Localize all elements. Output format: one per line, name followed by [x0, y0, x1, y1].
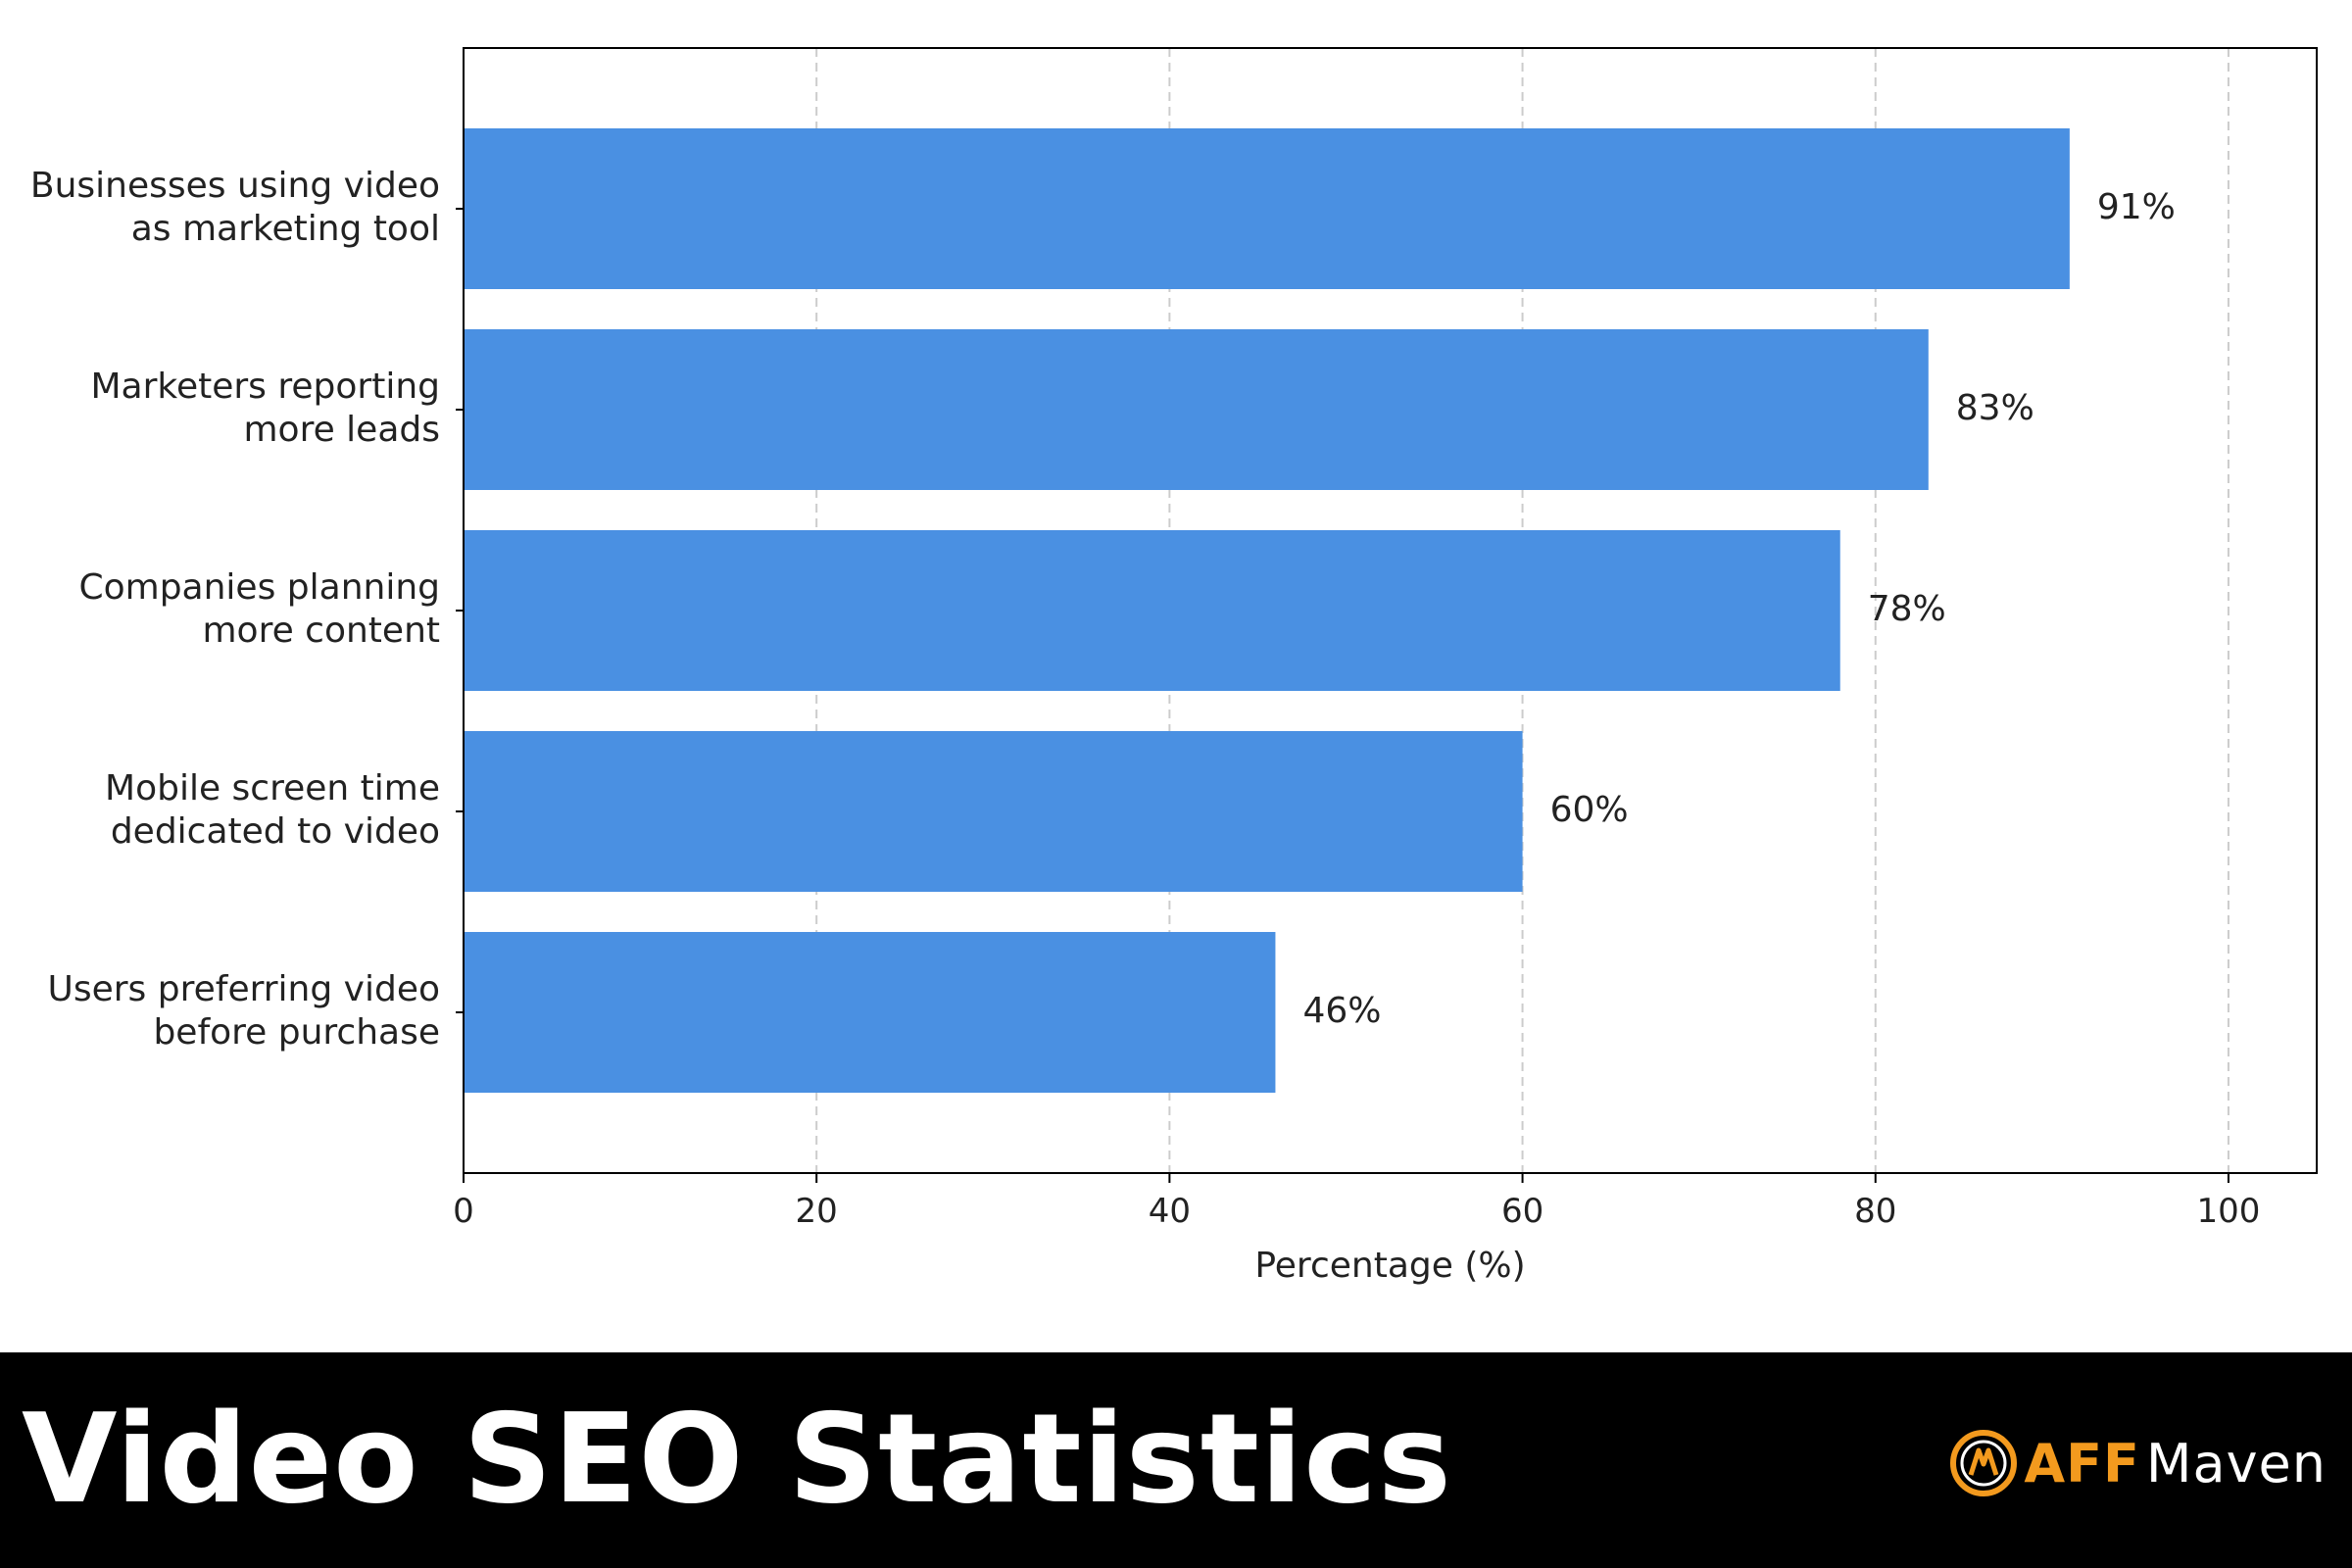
- category-label-line: more content: [202, 611, 440, 651]
- bar: [464, 128, 2070, 289]
- category-label-line: Users preferring video: [48, 969, 441, 1009]
- category-label-line: as marketing tool: [131, 209, 440, 249]
- x-tick-label: 0: [453, 1192, 474, 1231]
- value-labels: 91% 83% 78% 60% 46%: [1302, 187, 2175, 1031]
- footer-title: Video SEO Statistics: [22, 1387, 1452, 1531]
- category-label-line: Companies planning: [78, 567, 440, 608]
- bar: [464, 530, 1840, 691]
- x-tick-label: 60: [1501, 1192, 1544, 1231]
- am-monogram-icon: [1950, 1430, 2018, 1496]
- brand-aff-text: AFF: [2024, 1432, 2140, 1494]
- value-label: 91%: [2097, 187, 2176, 227]
- footer-banner: Video SEO Statistics AFF Maven: [0, 1352, 2352, 1568]
- x-tick-label: 40: [1149, 1192, 1191, 1231]
- value-label: 46%: [1302, 991, 1381, 1031]
- chart-area: 0 20 40 60 80 100 Businesses using video as ma…: [30, 47, 2318, 1286]
- category-label-line: dedicated to video: [111, 811, 440, 852]
- bar: [464, 932, 1276, 1093]
- x-tick-label: 100: [2196, 1192, 2260, 1231]
- value-label: 83%: [1956, 388, 2034, 428]
- bar: [464, 731, 1523, 892]
- category-label-line: before purchase: [153, 1012, 440, 1053]
- category-label: Mobile screen time dedicated to video: [105, 768, 440, 852]
- category-labels: Businesses using video as marketing tool M…: [30, 166, 440, 1053]
- brand-maven-text: Maven: [2145, 1432, 2327, 1494]
- category-label-line: Mobile screen time: [105, 768, 440, 808]
- category-label: Businesses using video as marketing tool: [30, 166, 440, 249]
- category-label: Users preferring video before purchase: [48, 969, 441, 1053]
- bar: [464, 329, 1929, 490]
- category-label-line: more leads: [243, 410, 440, 450]
- bar-chart: 0 20 40 60 80 100 Businesses using video as ma…: [30, 47, 2318, 1286]
- value-label: 60%: [1550, 790, 1629, 830]
- x-axis-ticks: 0 20 40 60 80 100: [453, 208, 2260, 1231]
- category-label: Marketers reporting more leads: [90, 367, 440, 450]
- bars: [464, 128, 2070, 1093]
- category-label-line: Marketers reporting: [90, 367, 440, 407]
- x-tick-label: 80: [1854, 1192, 1896, 1231]
- x-axis-title: Percentage (%): [1254, 1246, 1525, 1286]
- x-tick-label: 20: [796, 1192, 838, 1231]
- brand-logo: AFF Maven: [1949, 1429, 2327, 1497]
- category-label: Companies planning more content: [78, 567, 440, 651]
- value-label: 78%: [1868, 589, 1946, 629]
- category-label-line: Businesses using video: [30, 166, 440, 206]
